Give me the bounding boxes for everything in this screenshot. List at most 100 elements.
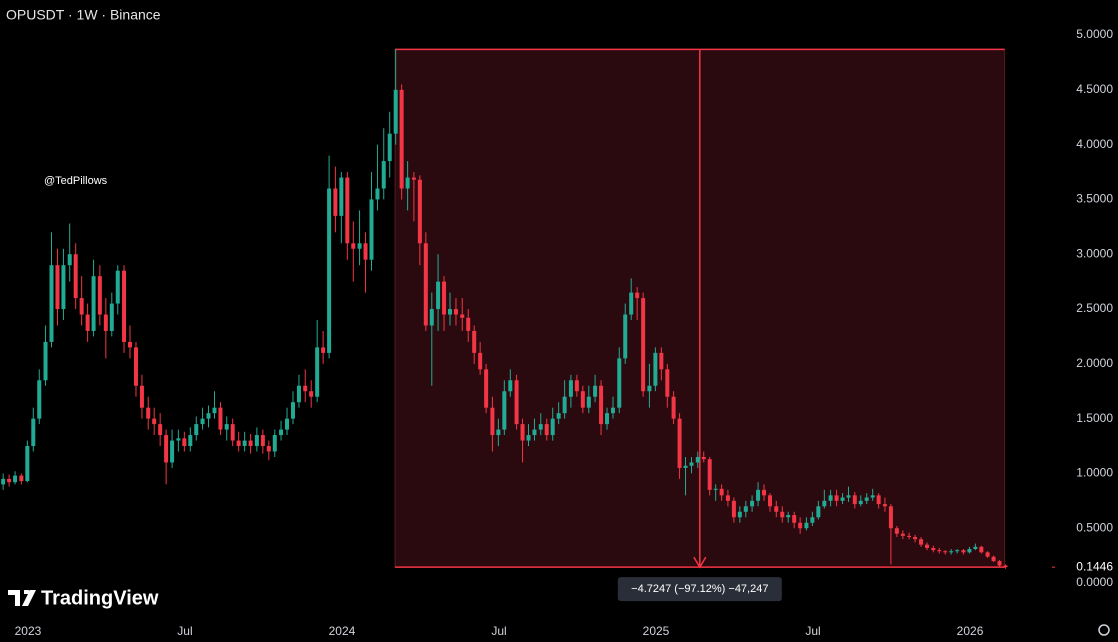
candle-body [248, 440, 253, 447]
candle-body [502, 391, 507, 430]
x-tick-label: Jul [805, 624, 820, 638]
candle-body [707, 459, 712, 490]
candle-body [562, 396, 567, 414]
candle-body [580, 391, 585, 408]
candle-body [756, 489, 761, 501]
candle-body [846, 495, 851, 498]
candle-body [937, 550, 942, 552]
settings-gear[interactable] [1098, 624, 1110, 636]
candle-body [91, 276, 96, 331]
candle-body [448, 309, 453, 315]
candle-body [985, 552, 990, 557]
candle-body [997, 561, 1002, 566]
candle-body [900, 533, 905, 536]
candle-body [653, 352, 658, 386]
candle-body [164, 435, 169, 463]
candle-body [333, 188, 338, 216]
candle-body [816, 506, 821, 518]
candle-body [436, 281, 441, 310]
chart-title: OPUSDT · 1W · Binance [6, 7, 161, 23]
candle-body [925, 544, 930, 548]
candle-body [967, 549, 972, 553]
measure-label: −4.7247 (−97.12%) −47,247 [631, 583, 768, 595]
candle-body [737, 511, 742, 518]
candle-body [429, 309, 434, 326]
candle-body [266, 446, 271, 452]
candle-body [363, 243, 368, 260]
candle-body [979, 546, 984, 553]
y-tick-label: 0.0000 [1076, 575, 1113, 589]
candle-body [279, 429, 284, 436]
candle-body [303, 385, 308, 392]
candle-body [840, 497, 845, 501]
candle-body [381, 161, 386, 189]
candle-body [230, 424, 235, 441]
candle-body [888, 506, 893, 529]
candle-body [152, 418, 157, 425]
candle-body [442, 281, 447, 315]
y-tick-label: 0.5000 [1076, 520, 1113, 534]
candle-body [574, 380, 579, 392]
candle-body [1, 478, 6, 485]
candle-body [387, 133, 392, 162]
candle-body [115, 270, 120, 304]
candle-body [919, 539, 924, 545]
candle-body [37, 380, 42, 419]
candle-body [804, 522, 809, 529]
candle-body [182, 438, 187, 447]
logo-icon [8, 590, 36, 606]
candle-body [695, 456, 700, 463]
candle-body [961, 550, 966, 553]
candle-body [864, 497, 869, 501]
candle-body [484, 369, 489, 408]
candle-body [194, 424, 199, 436]
candle-body [13, 475, 18, 483]
measure-label-box [617, 577, 782, 602]
axes: 0.0000 0.5000 1.0000 1.5000 2.0000 2.5000 3.00… [15, 27, 1114, 638]
candle-body [605, 413, 610, 425]
y-tick-label: 3.5000 [1076, 192, 1113, 206]
candle-body [73, 254, 78, 299]
candle-body [743, 506, 748, 512]
candle-body [290, 402, 295, 419]
candle-body [133, 347, 138, 386]
candle-body [466, 317, 471, 331]
candle-body [327, 188, 332, 353]
candle-body [659, 352, 664, 370]
candle-body [731, 500, 736, 518]
candle-body [623, 314, 628, 359]
settings-icon[interactable] [1098, 624, 1110, 636]
candle-body [351, 243, 356, 249]
candle-body [357, 243, 362, 249]
candle-body [206, 413, 211, 419]
candle-body [109, 303, 114, 331]
candle-body [701, 456, 706, 460]
candle-body [272, 435, 277, 452]
x-tick-label: 2024 [329, 624, 356, 638]
y-tick-label: 3.0000 [1076, 246, 1113, 260]
candle-body [786, 515, 791, 518]
candle-body [399, 89, 404, 189]
candle-body [345, 177, 350, 244]
candle-body [296, 385, 301, 403]
candle-body [610, 407, 615, 414]
candles [1, 49, 1008, 569]
candle-body [472, 330, 477, 353]
brand-logo: TradingView [8, 587, 159, 609]
candle-body [550, 418, 555, 436]
candle-body [713, 488, 718, 490]
candle-body [7, 478, 12, 483]
x-tick-label: 2026 [957, 624, 984, 638]
candle-body [508, 380, 513, 392]
candle-body [792, 515, 797, 523]
candle-body [67, 254, 72, 266]
candle-body [617, 358, 622, 408]
candle-body [798, 522, 803, 529]
candle-body [544, 424, 549, 436]
candle-body [641, 298, 646, 392]
candle-body [375, 188, 380, 200]
candle-body [453, 309, 458, 315]
candle-body [478, 352, 483, 370]
candle-body [260, 435, 265, 447]
candle-body [768, 495, 773, 507]
